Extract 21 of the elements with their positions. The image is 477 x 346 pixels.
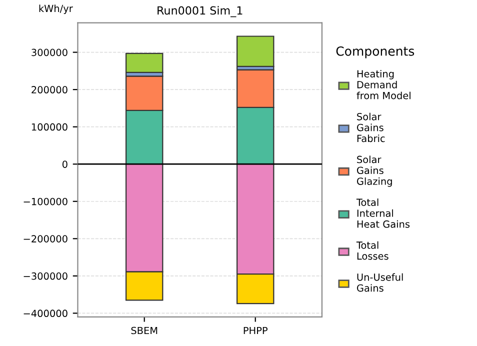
y-tick-label: 300000	[32, 48, 68, 56]
x-tick-label: SBEM	[131, 326, 158, 334]
legend-title: Components	[336, 46, 414, 58]
bar	[236, 36, 274, 68]
legend-label: Total Internal Heat Gains	[356, 198, 410, 228]
y-tick-label: 0	[62, 160, 68, 168]
bar	[125, 52, 164, 73]
y-tick-label: 200000	[32, 86, 68, 94]
y-tick-label: −100000	[24, 198, 68, 206]
x-tick-label: PHPP	[244, 326, 268, 334]
legend-label: Solar Gains Fabric	[356, 112, 385, 142]
legend-label: Total Losses	[356, 241, 388, 260]
y-tick-label: −300000	[24, 272, 68, 280]
y-tick-label: 100000	[32, 123, 68, 131]
legend-label: Un-Useful Gains	[356, 273, 403, 292]
y-tick-label: −400000	[24, 310, 68, 318]
y-tick-label: −200000	[24, 235, 68, 242]
legend-label: Heating Demand from Model	[356, 70, 410, 100]
legend-label: Solar Gains Glazing	[356, 156, 392, 187]
chart-title: Run0001 Sim_1	[158, 6, 242, 18]
y-axis-title: kWh/yr	[39, 4, 73, 14]
